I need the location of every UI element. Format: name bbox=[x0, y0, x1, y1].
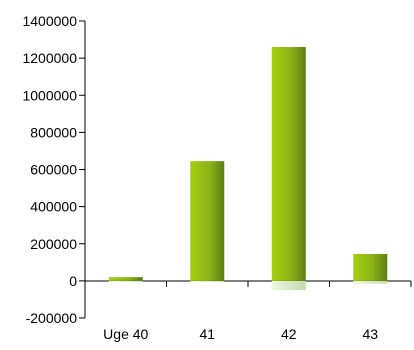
bar-negative-1 bbox=[190, 280, 225, 282]
bar-2 bbox=[271, 46, 306, 281]
y-tick-label: 200000 bbox=[30, 236, 77, 252]
x-tick-label: 41 bbox=[199, 326, 215, 342]
y-tick-label: -200000 bbox=[26, 310, 78, 326]
y-tick-label: 600000 bbox=[30, 162, 77, 178]
y-tick-label: 1400000 bbox=[22, 13, 77, 29]
bars bbox=[108, 46, 388, 291]
bar-negative-3 bbox=[353, 280, 388, 284]
x-tick-label: 43 bbox=[362, 326, 378, 342]
y-axis: -200000 0 200000 400000 600000 800000 1000000 1… bbox=[22, 13, 86, 326]
y-tick-label: 400000 bbox=[30, 199, 77, 215]
y-tick-label: 1200000 bbox=[22, 50, 77, 66]
x-tick-label: 42 bbox=[281, 326, 297, 342]
bar-1 bbox=[190, 161, 225, 281]
bar-0 bbox=[108, 277, 143, 281]
x-axis: Uge 40 41 42 43 bbox=[84, 280, 412, 342]
bar-negative-0 bbox=[108, 280, 143, 282]
y-tick-label: 800000 bbox=[30, 124, 77, 140]
bar-negative-2 bbox=[271, 280, 306, 291]
x-tick-label: Uge 40 bbox=[103, 326, 148, 342]
y-tick-label: 0 bbox=[69, 273, 77, 289]
y-tick-label: 1000000 bbox=[22, 87, 77, 103]
bar-3 bbox=[353, 253, 388, 281]
